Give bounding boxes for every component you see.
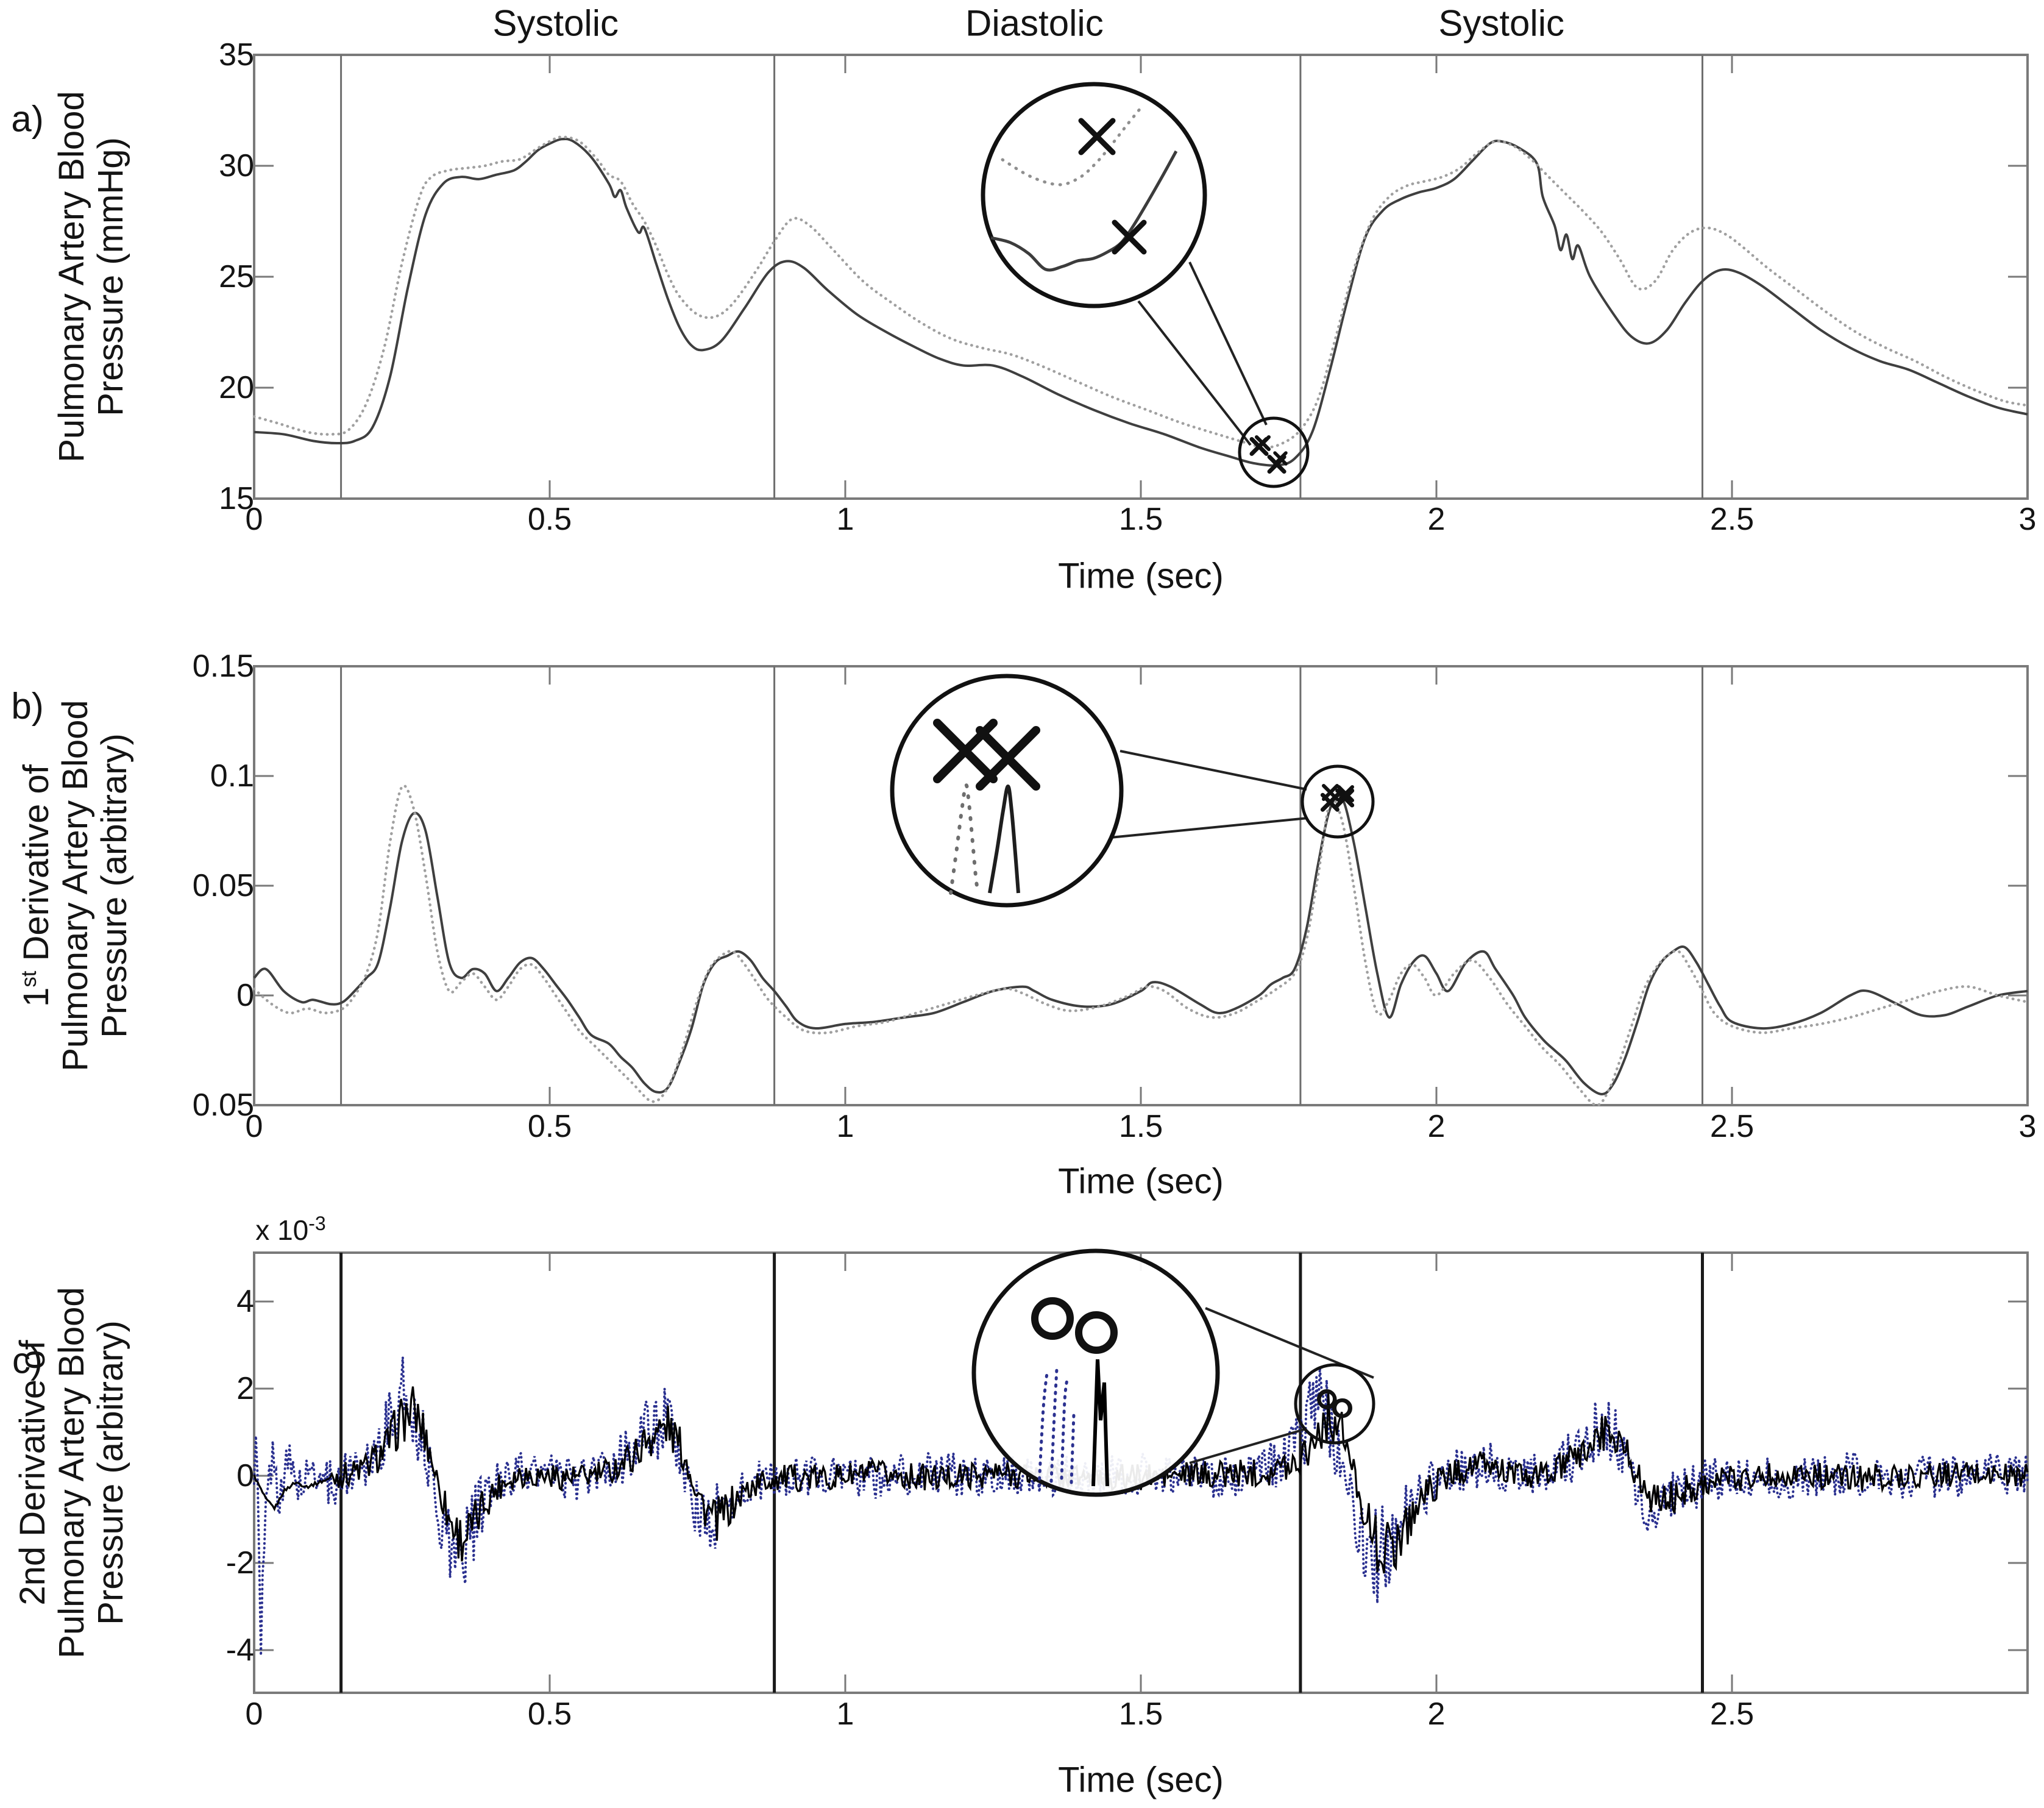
y-axis-label-line: 1st Derivative of <box>16 764 57 1007</box>
x-axis-label-a: Time (sec) <box>1058 556 1224 596</box>
y-tick-label: 0 <box>236 978 254 1013</box>
inset-solid-spike <box>988 784 1020 894</box>
x-tick-label: 2.5 <box>1709 1109 1755 1144</box>
x-marker <box>1322 784 1339 801</box>
o-marker <box>1317 1389 1336 1409</box>
series-a-solid <box>254 137 2028 467</box>
y-tick-label: 0 <box>236 1458 254 1493</box>
inset-dotted-spike <box>949 783 981 895</box>
y-axis-label-line: Pulmonary Artery Blood <box>55 700 96 1072</box>
y-tick-label: 0.05 <box>192 1087 254 1123</box>
x-marker <box>1273 451 1288 466</box>
x-tick-label: 1 <box>836 1696 854 1732</box>
y-tick-label: 0.1 <box>210 758 254 794</box>
panel-letter-a: a) <box>11 98 44 140</box>
series-a-dotted <box>252 135 2029 449</box>
y-tick-label: -4 <box>225 1632 254 1668</box>
magnifier-connector-line <box>1189 1428 1305 1464</box>
y-axis-label-line: Pressure (mmHg) <box>91 137 130 416</box>
x-tick-label: 1 <box>836 502 854 537</box>
x-tick-label: 0.5 <box>527 1109 572 1144</box>
x-tick-label: 1.5 <box>1118 502 1163 537</box>
x-tick-label: 1.5 <box>1118 1109 1163 1144</box>
x-tick-label: 2 <box>1427 1696 1446 1732</box>
panel-letter-b: b) <box>11 685 44 727</box>
exponent-base: x 10 <box>255 1214 309 1247</box>
x-tick-label: 1.5 <box>1118 1696 1163 1732</box>
o-marker <box>1031 1297 1074 1340</box>
y-tick-label: 25 <box>219 259 254 294</box>
y-tick-label: 4 <box>236 1284 254 1320</box>
y-tick-label: 2 <box>236 1371 254 1407</box>
y-axis-label-line: Pressure (arbitrary) <box>94 733 135 1038</box>
inset-blue-dotted-spike <box>1060 1375 1070 1480</box>
magnifier-small-circle-c <box>1294 1363 1375 1445</box>
x-tick-label: 3 <box>2018 502 2037 537</box>
inset-blue-dotted-spike <box>1037 1371 1049 1488</box>
x-axis-label-c: Time (sec) <box>1058 1760 1224 1800</box>
y-axis-label-line: Pressure (arbitrary) <box>91 1320 130 1625</box>
x-tick-label: 0.5 <box>527 1696 572 1732</box>
y-tick-label: 0.05 <box>192 868 254 903</box>
panel-letter-c: c) <box>12 1340 43 1381</box>
x-tick-label: 2 <box>1427 502 1446 537</box>
x-axis-label-b: Time (sec) <box>1058 1161 1224 1201</box>
x-marker <box>1255 435 1271 451</box>
phase-label-0: Systolic <box>492 2 619 44</box>
series-b-dotted <box>252 784 2029 1107</box>
exponent-power: -3 <box>308 1212 326 1234</box>
y-tick-label: -2 <box>225 1545 254 1581</box>
magnifier-connector-line <box>1120 750 1307 791</box>
inset-blue-dotted-spike <box>1049 1367 1059 1483</box>
x-marker <box>976 726 1040 791</box>
x-tick-label: 0 <box>245 1109 263 1144</box>
y-axis-label-line: Pulmonary Artery Blood <box>52 1287 91 1659</box>
y-tick-label: 30 <box>219 148 254 183</box>
y-axis-label-line: Pulmonary Artery Blood <box>52 91 91 463</box>
y-tick-label: 20 <box>219 370 254 405</box>
y-axis-label-b: 1st Derivative of Pulmonary Artery Blood P… <box>10 700 134 1071</box>
x-tick-label: 2 <box>1427 1109 1446 1144</box>
series-b-solid <box>253 794 2028 1096</box>
x-marker <box>1078 118 1116 155</box>
inset-solid-curve <box>990 150 1178 272</box>
o-marker <box>1075 1311 1118 1354</box>
inset-dotted-curve <box>1001 103 1145 187</box>
y-tick-label: 15 <box>219 481 254 516</box>
series-c-dotted <box>253 1357 2029 1656</box>
x-tick-label: 0.5 <box>527 502 572 537</box>
x-tick-label: 0 <box>245 1696 263 1732</box>
x-tick-label: 2.5 <box>1709 1696 1755 1732</box>
y-axis-label-a: Pulmonary Artery Blood Pressure (mmHg) <box>52 91 130 462</box>
o-marker <box>1333 1398 1352 1418</box>
x-tick-label: 2.5 <box>1709 502 1755 537</box>
y-tick-label: 0.15 <box>192 649 254 684</box>
x-tick-label: 0 <box>245 502 263 537</box>
y-axis-exponent-label: x 10-3 <box>255 1212 325 1247</box>
x-tick-label: 3 <box>2018 1109 2037 1144</box>
x-marker <box>1335 788 1355 808</box>
phase-label-1: Diastolic <box>965 2 1104 44</box>
magnifier-small-circle-a <box>1238 416 1310 488</box>
magnifier-connector-line <box>1110 817 1308 839</box>
series-c-solid <box>253 1386 2029 1574</box>
magnifier-small-circle-b <box>1301 764 1375 839</box>
phase-label-2: Systolic <box>1438 2 1565 44</box>
magnifier-connector-line <box>1188 262 1268 425</box>
x-marker <box>1337 785 1354 802</box>
magnifier-big-circle-a <box>981 82 1207 308</box>
panel-b-frame <box>253 665 2029 1106</box>
x-marker <box>1112 219 1147 255</box>
magnifier-connector-line <box>1137 300 1252 446</box>
x-tick-label: 1 <box>836 1109 854 1144</box>
y-tick-label: 35 <box>219 37 254 73</box>
inset-black-spike <box>1091 1359 1109 1487</box>
